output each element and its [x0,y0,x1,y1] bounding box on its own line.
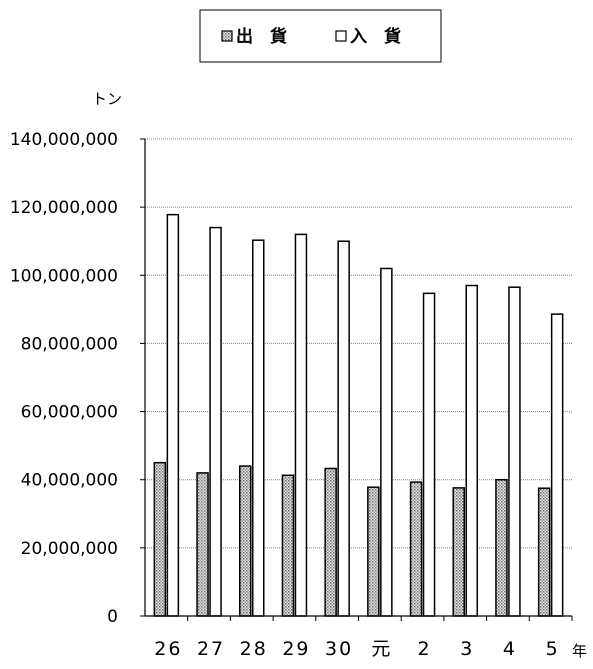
bar-shipment [196,472,209,617]
x-tick-label: 27 [197,638,225,660]
x-tick-label: 3 [460,638,474,660]
grid-lines [145,138,572,549]
bar-shipment [153,461,167,617]
x-tick-label: 28 [240,638,268,660]
bar-receipt [166,213,180,617]
x-tick-labels: 26 27 28 29 30 元 2 3 4 5 [154,638,560,660]
bar-shipment [239,465,252,617]
y-tick-label: 20,000,000 [21,539,118,559]
legend-label-receipt: 入 貨 [350,26,401,47]
legend-swatch-receipt [335,30,347,42]
x-tick-label: 5 [546,638,560,660]
bar-shipment [452,487,465,617]
bar-receipt [465,284,478,617]
y-tick-label: 100,000,000 [10,266,118,286]
bar-receipt [550,313,564,617]
bar-shipment [409,481,423,617]
bar-receipt [508,286,521,617]
legend-swatch-shipment [221,30,233,42]
bars [153,213,564,617]
x-axis-unit-label: 年 [572,642,587,660]
x-tick-label: 元 [371,638,392,660]
legend: 出 貨 入 貨 [199,9,442,63]
y-tick-label: 120,000,000 [10,198,118,218]
bar-receipt [209,226,222,617]
bar-receipt [252,239,265,617]
x-tick-label: 29 [282,638,310,660]
y-axis-unit-label: トン [92,90,122,108]
bar-shipment [281,474,295,617]
y-tick-label: 60,000,000 [21,403,118,423]
y-tick-label: 40,000,000 [21,471,118,491]
bar-shipment [367,486,380,617]
y-tick-label: 140,000,000 [10,130,118,150]
bar-receipt [380,267,393,617]
axes [140,138,573,621]
bar-shipment [537,487,551,617]
legend-item-receipt: 入 貨 [335,26,401,47]
y-tick-labels: 0 20,000,000 40,000,000 60,000,000 80,000,00… [10,130,118,627]
legend-label-shipment: 出 貨 [236,26,287,47]
bar-receipt [337,240,350,617]
bar-receipt [422,292,436,617]
bar-shipment [495,478,508,617]
y-tick-label: 0 [107,607,118,627]
x-tick-label: 2 [418,638,432,660]
legend-frame [199,9,442,63]
legend-item-shipment: 出 貨 [221,26,287,47]
x-tick-label: 26 [154,638,182,660]
x-tick-label: 4 [503,638,517,660]
bar-shipment [324,467,337,617]
y-tick-label: 80,000,000 [21,334,118,354]
x-tick-label: 30 [325,638,353,660]
bar-receipt [294,233,308,617]
